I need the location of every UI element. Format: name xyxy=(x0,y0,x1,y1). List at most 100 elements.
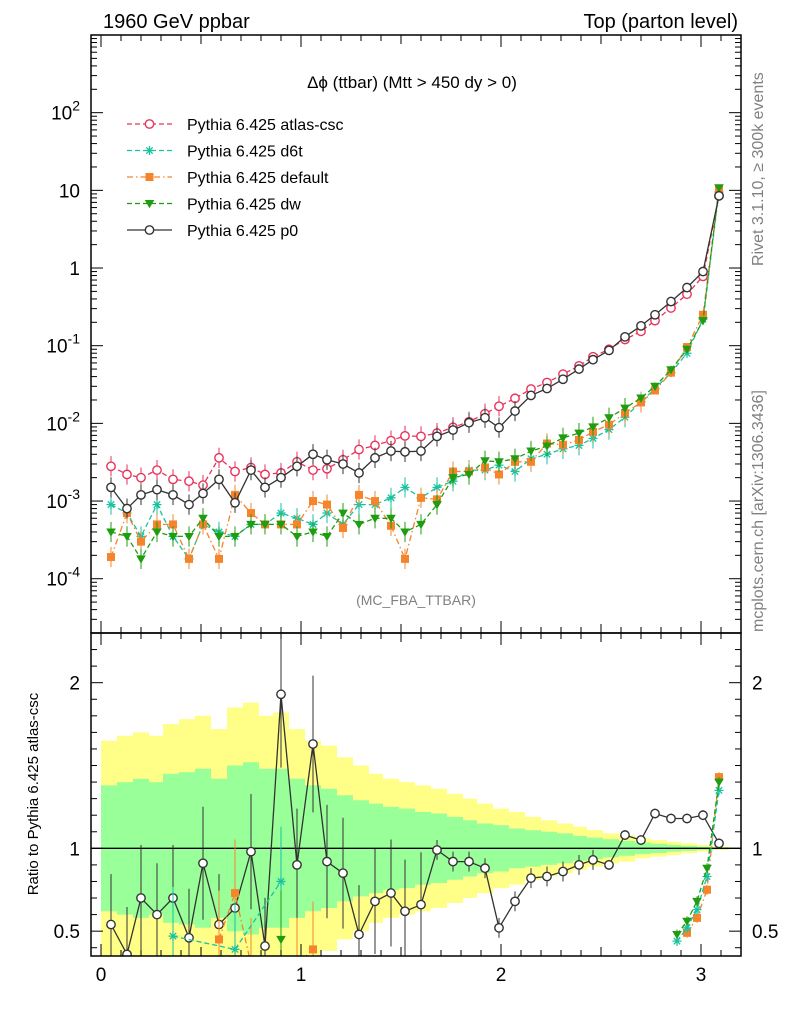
data-point xyxy=(354,444,364,455)
data-point xyxy=(338,509,348,518)
legend-marker xyxy=(145,173,154,181)
x-tick-label: 2 xyxy=(496,965,507,986)
data-point xyxy=(400,482,410,492)
data-point xyxy=(230,466,240,477)
data-point xyxy=(542,871,552,882)
data-point xyxy=(386,514,396,524)
data-point xyxy=(370,896,380,907)
data-point xyxy=(702,871,712,881)
legend-item: Pythia 6.425 p0 xyxy=(127,223,298,240)
data-point xyxy=(698,317,708,326)
data-point xyxy=(322,856,332,867)
data-point xyxy=(416,520,426,530)
data-point xyxy=(338,459,348,469)
data-point xyxy=(247,960,255,968)
ratio-y-tick-label: 0.5 xyxy=(54,922,80,943)
data-point xyxy=(260,482,270,493)
data-point xyxy=(714,838,724,849)
data-point xyxy=(636,394,646,403)
data-point xyxy=(276,935,286,945)
data-point xyxy=(322,532,332,542)
data-point xyxy=(293,520,301,529)
data-point xyxy=(620,331,630,342)
data-point xyxy=(354,520,364,530)
data-point xyxy=(714,190,724,201)
data-point xyxy=(672,936,682,946)
data-point xyxy=(386,446,396,456)
legend-marker xyxy=(144,200,155,209)
x-tick-label: 3 xyxy=(696,965,707,986)
data-point xyxy=(168,489,178,500)
series-1 xyxy=(106,187,724,570)
y-tick-label: 10-1 xyxy=(46,331,80,358)
data-point xyxy=(106,919,116,930)
data-point xyxy=(636,835,646,845)
data-point xyxy=(542,442,552,451)
data-point xyxy=(650,808,660,819)
data-point xyxy=(386,888,396,898)
header-right: Top (parton level) xyxy=(583,11,738,33)
data-point xyxy=(448,425,458,435)
data-point xyxy=(308,449,318,460)
mcplots-label: mcplots.cern.ch [arXiv:1306.3436] xyxy=(750,390,767,632)
data-point xyxy=(338,868,348,879)
data-point xyxy=(666,366,676,375)
data-point xyxy=(682,923,692,933)
data-point xyxy=(703,885,711,894)
data-point xyxy=(588,354,598,365)
series-line xyxy=(110,195,720,510)
ratio-panel: 0.5 0.5 1 1 2 2 0 1 2 3 Ratio to Pythia 6.425 atl… xyxy=(25,632,778,986)
data-point xyxy=(386,493,396,503)
data-point xyxy=(400,446,410,457)
data-point xyxy=(322,454,332,465)
ratio-y-tick-label-right: 2 xyxy=(752,674,763,695)
data-point xyxy=(276,520,286,530)
data-point xyxy=(574,429,584,438)
data-point xyxy=(480,412,490,423)
data-point xyxy=(184,476,194,487)
series-line xyxy=(676,790,720,942)
data-point xyxy=(672,930,682,940)
legend-label: Pythia 6.425 atlas-csc xyxy=(187,117,344,134)
legend-item: Pythia 6.425 default xyxy=(127,170,329,187)
data-point xyxy=(309,497,317,506)
data-point xyxy=(526,390,536,401)
data-point xyxy=(292,532,302,542)
data-point xyxy=(231,889,239,898)
data-point xyxy=(230,944,240,954)
data-point xyxy=(169,520,177,529)
data-point xyxy=(526,447,536,456)
data-point xyxy=(416,446,426,456)
data-point xyxy=(432,501,442,510)
data-point xyxy=(682,345,692,355)
ratio-ylabel: Ratio to Pythia 6.425 atlas-csc xyxy=(25,692,42,895)
data-point xyxy=(152,528,162,537)
data-point xyxy=(698,266,708,277)
data-point xyxy=(510,455,520,464)
data-point xyxy=(494,458,504,467)
series-3 xyxy=(106,184,724,570)
data-point xyxy=(432,845,442,855)
data-point xyxy=(699,310,707,319)
data-point xyxy=(246,846,256,857)
y-tick-label: 1 xyxy=(69,259,80,280)
data-point xyxy=(276,689,286,700)
data-point xyxy=(106,500,116,510)
data-point xyxy=(464,417,474,428)
data-point xyxy=(604,414,614,423)
legend: Pythia 6.425 atlas-csc Pythia 6.425 d6t Py… xyxy=(127,117,344,240)
data-point xyxy=(401,554,409,563)
data-point xyxy=(276,508,286,518)
ratio-frame xyxy=(90,632,742,957)
data-point xyxy=(308,465,318,476)
legend-marker xyxy=(145,146,154,155)
data-point xyxy=(636,320,646,331)
header-left: 1960 GeV ppbar xyxy=(103,11,250,33)
legend-item: Pythia 6.425 d6t xyxy=(127,144,303,161)
data-point xyxy=(494,422,504,433)
data-point xyxy=(168,474,178,485)
data-point xyxy=(650,382,660,392)
analysis-label: (MC_FBA_TTBAR) xyxy=(356,592,476,608)
data-point xyxy=(122,949,132,956)
